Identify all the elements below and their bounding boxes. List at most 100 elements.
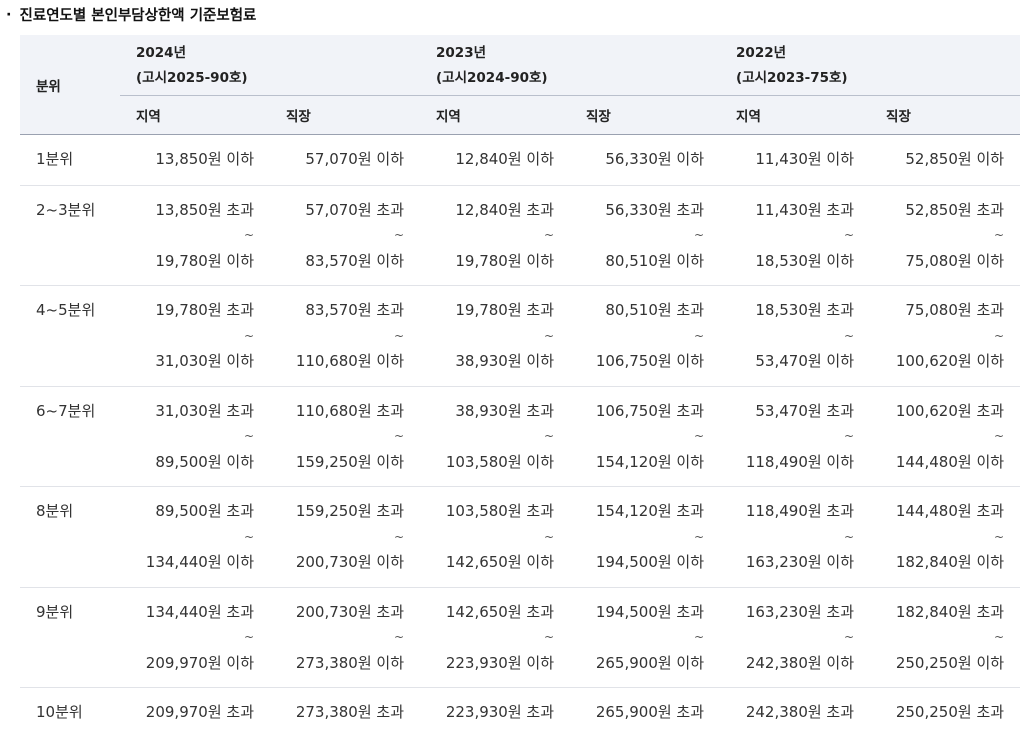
premium-upper-bound: 194,500원 이하 bbox=[595, 553, 705, 571]
premium-cell: 56,330원 이하 bbox=[570, 135, 720, 186]
premium-cell: 38,930원 초과 ~103,580원 이하 bbox=[420, 386, 570, 487]
quintile-label: 8분위 bbox=[36, 502, 74, 520]
premium-upper-bound: 19,780원 이하 bbox=[455, 251, 555, 270]
quintile-label: 4~5분위 bbox=[36, 301, 96, 319]
premium-lower-bound: 144,480원 초과 bbox=[895, 502, 1005, 520]
premium-lower-bound: 53,470원 초과 bbox=[755, 401, 855, 420]
premium-cell: 273,380원 초과 bbox=[270, 688, 420, 738]
premium-cell: 242,380원 초과 bbox=[720, 688, 870, 738]
year-header-2024: 2024년 (고시2025-90호) bbox=[120, 35, 421, 96]
premium-upper-bound: 118,490원 이하 bbox=[745, 452, 855, 471]
premium-lower-bound: 118,490원 초과 bbox=[745, 502, 855, 520]
range-tilde: ~ bbox=[543, 228, 555, 242]
premium-table: 분위 2024년 (고시2025-90호) 2023년 (고시2024-90호)… bbox=[20, 35, 1021, 738]
premium-value: 250,250원 초과 bbox=[895, 703, 1005, 721]
premium-cell: 57,070원 이하 bbox=[270, 135, 420, 186]
premium-lower-bound: 57,070원 초과 bbox=[305, 200, 405, 219]
premium-upper-bound: 18,530원 이하 bbox=[755, 251, 855, 270]
premium-value: 209,970원 초과 bbox=[145, 703, 254, 721]
premium-lower-bound: 110,680원 초과 bbox=[295, 401, 405, 420]
premium-upper-bound: 19,780원 이하 bbox=[155, 251, 254, 270]
premium-cell: 100,620원 초과 ~144,480원 이하 bbox=[870, 386, 1020, 487]
quintile-label: 10분위 bbox=[36, 703, 83, 721]
premium-upper-bound: 200,730원 이하 bbox=[295, 553, 405, 571]
premium-upper-bound: 265,900원 이하 bbox=[595, 653, 705, 672]
range-tilde: ~ bbox=[243, 529, 254, 544]
premium-cell: 56,330원 초과 ~80,510원 이하 bbox=[570, 185, 720, 286]
premium-cell: 13,850원 초과 ~19,780원 이하 bbox=[120, 185, 270, 286]
premium-cell: 11,430원 초과 ~18,530원 이하 bbox=[720, 185, 870, 286]
premium-value: 265,900원 초과 bbox=[595, 703, 705, 721]
premium-cell: 31,030원 초과 ~89,500원 이하 bbox=[120, 386, 270, 487]
premium-cell: 159,250원 초과 ~200,730원 이하 bbox=[270, 487, 420, 588]
premium-cell: 209,970원 초과 bbox=[120, 688, 270, 738]
premium-cell: 57,070원 초과 ~83,570원 이하 bbox=[270, 185, 420, 286]
premium-cell: 19,780원 초과 ~38,930원 이하 bbox=[420, 286, 570, 387]
sub-header-workplace: 직장 bbox=[270, 95, 421, 135]
table-body: 1분위 13,850원 이하 57,070원 이하 12,840원 이하 56,330원… bbox=[20, 135, 1021, 738]
premium-cell: 144,480원 초과 ~182,840원 이하 bbox=[870, 487, 1020, 588]
premium-upper-bound: 182,840원 이하 bbox=[895, 553, 1005, 571]
premium-lower-bound: 80,510원 초과 bbox=[605, 301, 705, 319]
quintile-label: 6~7분위 bbox=[36, 401, 96, 420]
sub-header-region: 지역 bbox=[420, 95, 571, 135]
range-tilde: ~ bbox=[543, 429, 555, 443]
premium-upper-bound: 110,680원 이하 bbox=[295, 352, 405, 370]
range-tilde: ~ bbox=[393, 529, 405, 544]
premium-cell: 12,840원 이하 bbox=[420, 135, 570, 186]
range-tilde: ~ bbox=[843, 228, 855, 242]
range-tilde: ~ bbox=[243, 228, 254, 242]
premium-upper-bound: 31,030원 이하 bbox=[155, 352, 254, 370]
sub-header-workplace: 직장 bbox=[570, 95, 721, 135]
section-title: 진료연도별 본인부담상한액 기준보험료 bbox=[19, 8, 257, 24]
range-tilde: ~ bbox=[243, 328, 254, 343]
sub-header-region: 지역 bbox=[720, 95, 871, 135]
premium-upper-bound: 103,580원 이하 bbox=[445, 452, 555, 471]
premium-lower-bound: 11,430원 초과 bbox=[755, 200, 855, 219]
premium-cell: 223,930원 초과 bbox=[420, 688, 570, 738]
sub-header-region: 지역 bbox=[120, 95, 270, 135]
premium-value: 242,380원 초과 bbox=[745, 703, 855, 721]
premium-upper-bound: 154,120원 이하 bbox=[595, 452, 705, 471]
premium-value: 273,380원 초과 bbox=[295, 703, 405, 721]
table-row: 10분위 209,970원 초과 273,380원 초과 223,930원 초과 265… bbox=[20, 688, 1020, 738]
premium-cell: 163,230원 초과 ~242,380원 이하 bbox=[720, 587, 870, 688]
premium-lower-bound: 31,030원 초과 bbox=[155, 401, 254, 420]
range-tilde: ~ bbox=[693, 429, 705, 443]
premium-value: 13,850원 이하 bbox=[155, 150, 254, 168]
range-tilde: ~ bbox=[843, 529, 855, 544]
premium-lower-bound: 89,500원 초과 bbox=[155, 502, 254, 520]
year-label: 2023년 bbox=[436, 44, 487, 61]
premium-cell: 110,680원 초과 ~159,250원 이하 bbox=[270, 386, 420, 487]
premium-value: 223,930원 초과 bbox=[445, 703, 555, 721]
range-tilde: ~ bbox=[243, 630, 254, 644]
range-tilde: ~ bbox=[843, 630, 855, 644]
table-row: 6~7분위 31,030원 초과 ~89,500원 이하 110,680원 초과 ~15… bbox=[20, 386, 1021, 487]
premium-lower-bound: 52,850원 초과 bbox=[905, 200, 1005, 219]
premium-cell: 13,850원 이하 bbox=[120, 135, 270, 186]
premium-lower-bound: 142,650원 초과 bbox=[445, 602, 555, 621]
premium-lower-bound: 163,230원 초과 bbox=[745, 602, 855, 621]
premium-lower-bound: 75,080원 초과 bbox=[905, 301, 1005, 319]
premium-upper-bound: 106,750원 이하 bbox=[595, 352, 705, 370]
premium-upper-bound: 209,970원 이하 bbox=[145, 653, 254, 672]
range-tilde: ~ bbox=[243, 429, 254, 443]
table-row: 9분위 134,440원 초과 ~209,970원 이하 200,730원 초과 ~27… bbox=[20, 587, 1021, 688]
range-tilde: ~ bbox=[843, 429, 855, 443]
premium-upper-bound: 38,930원 이하 bbox=[455, 352, 555, 370]
premium-cell: 80,510원 초과 ~106,750원 이하 bbox=[570, 286, 720, 387]
premium-cell: 103,580원 초과 ~142,650원 이하 bbox=[420, 487, 570, 588]
range-tilde: ~ bbox=[393, 630, 405, 644]
premium-lower-bound: 134,440원 초과 bbox=[145, 602, 254, 621]
premium-lower-bound: 38,930원 초과 bbox=[455, 401, 555, 420]
premium-upper-bound: 75,080원 이하 bbox=[905, 251, 1005, 270]
premium-cell: 52,850원 초과 ~75,080원 이하 bbox=[870, 185, 1020, 286]
year-header-2023: 2023년 (고시2024-90호) bbox=[420, 35, 721, 96]
premium-cell: 83,570원 초과 ~110,680원 이하 bbox=[270, 286, 420, 387]
table-row: 1분위 13,850원 이하 57,070원 이하 12,840원 이하 56,330원… bbox=[20, 135, 1021, 186]
range-tilde: ~ bbox=[993, 228, 1005, 242]
premium-upper-bound: 144,480원 이하 bbox=[895, 452, 1005, 471]
premium-cell: 12,840원 초과 ~19,780원 이하 bbox=[420, 185, 570, 286]
quintile-label: 2~3분위 bbox=[36, 200, 96, 219]
premium-cell: 53,470원 초과 ~118,490원 이하 bbox=[720, 386, 870, 487]
